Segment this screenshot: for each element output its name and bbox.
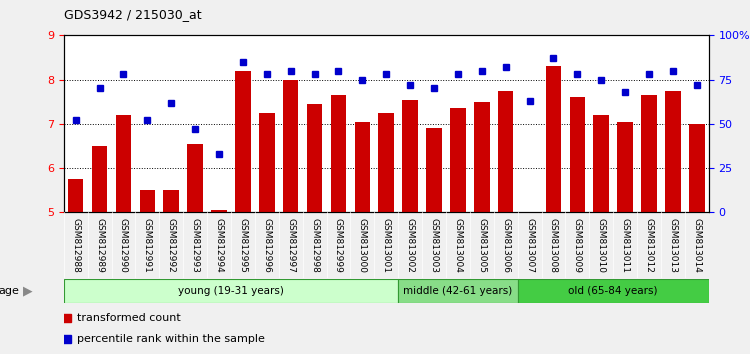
Text: GSM812991: GSM812991 [142,218,152,273]
Text: percentile rank within the sample: percentile rank within the sample [76,334,265,344]
Bar [398,279,518,303]
Bar [236,71,250,212]
Bar [355,122,370,212]
Bar [546,66,561,212]
Text: GSM812988: GSM812988 [71,218,80,273]
Text: GSM812990: GSM812990 [119,218,128,273]
Bar [617,122,633,212]
Text: young (19-31 years): young (19-31 years) [178,286,284,296]
Bar [211,210,226,212]
Bar [164,190,179,212]
Text: GDS3942 / 215030_at: GDS3942 / 215030_at [64,8,201,21]
Bar [331,95,346,212]
Text: transformed count: transformed count [76,313,181,323]
Bar [259,113,274,212]
Text: GSM812993: GSM812993 [190,218,200,273]
Bar [92,146,107,212]
Text: GSM812992: GSM812992 [166,218,176,272]
Text: ▶: ▶ [22,284,32,297]
Bar [450,108,466,212]
Bar [140,190,155,212]
Bar [569,97,585,212]
Text: GSM813011: GSM813011 [621,218,630,273]
Bar [641,95,657,212]
Text: GSM812995: GSM812995 [238,218,248,273]
Text: GSM813007: GSM813007 [525,218,534,273]
Bar [474,102,490,212]
Text: GSM813003: GSM813003 [430,218,439,273]
Bar [116,115,131,212]
Bar [426,128,442,212]
Text: GSM813000: GSM813000 [358,218,367,273]
Text: GSM813005: GSM813005 [477,218,486,273]
Bar [593,115,609,212]
Text: GSM813001: GSM813001 [382,218,391,273]
Text: GSM813014: GSM813014 [692,218,701,273]
Bar [665,91,681,212]
Text: GSM813006: GSM813006 [501,218,510,273]
Text: GSM813012: GSM813012 [644,218,653,273]
Text: GSM813008: GSM813008 [549,218,558,273]
Bar [307,104,322,212]
Text: GSM812999: GSM812999 [334,218,343,273]
Bar [689,124,704,212]
Bar [68,179,83,212]
Text: GSM812994: GSM812994 [214,218,223,272]
Text: old (65-84 years): old (65-84 years) [568,286,658,296]
Text: middle (42-61 years): middle (42-61 years) [404,286,512,296]
Text: GSM813002: GSM813002 [406,218,415,273]
Bar [498,91,514,212]
Text: GSM812989: GSM812989 [95,218,104,273]
Text: GSM813009: GSM813009 [573,218,582,273]
Bar [518,279,709,303]
Text: GSM813010: GSM813010 [597,218,606,273]
Bar [379,113,394,212]
Text: GSM813004: GSM813004 [454,218,463,273]
Bar [403,99,418,212]
Text: age: age [0,286,19,296]
Bar [64,279,398,303]
Text: GSM812997: GSM812997 [286,218,296,273]
Text: GSM812996: GSM812996 [262,218,272,273]
Text: GSM812998: GSM812998 [310,218,319,273]
Text: GSM813013: GSM813013 [668,218,677,273]
Bar [283,80,298,212]
Bar [188,144,203,212]
